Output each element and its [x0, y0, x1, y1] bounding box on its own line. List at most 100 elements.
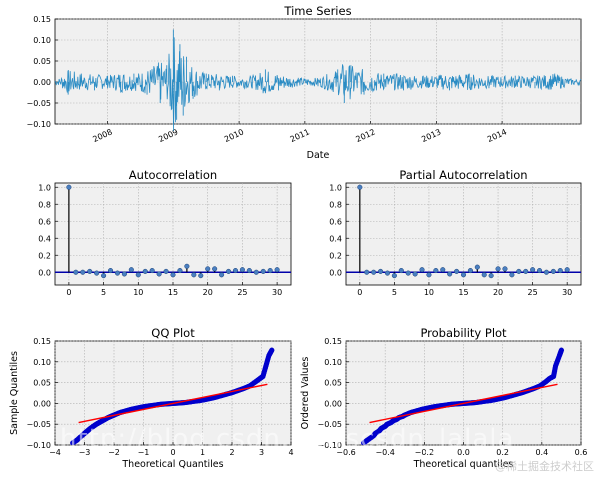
probability-plot-y-tick-label: −0.05: [317, 420, 342, 429]
autocorrelation-stem-marker: [121, 271, 127, 277]
probability-plot-x-tick-label: −0.4: [375, 448, 394, 457]
autocorrelation-stem-marker: [184, 263, 190, 269]
autocorrelation-stem-marker: [219, 272, 225, 278]
autocorrelation-title: Autocorrelation: [129, 168, 217, 182]
time-series-x-tick-label: 2010: [223, 127, 245, 144]
autocorrelation-stem-marker: [205, 266, 211, 272]
autocorrelation-x-tick-label: 0: [66, 288, 71, 297]
probability-plot-point: [558, 347, 565, 353]
qq-plot-x-tick-label: −4: [49, 448, 61, 457]
partial-autocorrelation-stem-marker: [391, 273, 397, 279]
qq-plot-x-tick-label: −3: [79, 448, 91, 457]
autocorrelation-stem-marker: [253, 269, 259, 275]
autocorrelation-stem-marker: [128, 267, 134, 273]
autocorrelation-stem-marker: [163, 268, 169, 274]
partial-autocorrelation-x-tick-label: 0: [357, 288, 362, 297]
probability-plot-title: Probability Plot: [420, 326, 507, 340]
partial-autocorrelation-stem-marker: [509, 272, 515, 278]
partial-autocorrelation-stem-marker: [426, 272, 432, 278]
autocorrelation-y-tick-label: 0.4: [38, 234, 51, 243]
qq-plot-x-tick-label: −2: [108, 448, 120, 457]
qq-plot-x-tick-label: 0: [170, 448, 175, 457]
autocorrelation-stem-marker: [177, 268, 183, 274]
qq-plot-point: [269, 347, 275, 353]
partial-autocorrelation-stem-marker: [543, 269, 549, 275]
probability-plot-y-tick-label: 0.05: [324, 379, 342, 388]
time-series-x-tick-label: 2014: [486, 127, 508, 144]
autocorrelation-stem-marker: [107, 268, 114, 274]
time-series-x-tick-label: 2013: [420, 127, 442, 144]
time-series-y-tick-label: 0.15: [33, 15, 51, 24]
partial-autocorrelation-stem-marker: [474, 264, 480, 270]
partial-autocorrelation-stem-marker: [412, 271, 418, 277]
partial-autocorrelation-stem-marker: [488, 273, 494, 279]
probability-plot-x-tick-label: −0.2: [415, 448, 434, 457]
autocorrelation-stem-marker: [260, 268, 266, 274]
time-series-x-tick-label: 2009: [157, 127, 179, 144]
autocorrelation-stem-marker: [142, 268, 148, 274]
qq-plot-points: [70, 347, 275, 445]
partial-autocorrelation-stem-marker: [516, 268, 522, 274]
partial-autocorrelation-stem-marker: [405, 270, 411, 276]
probability-plot-x-tick-label: −0.6: [336, 448, 355, 457]
partial-autocorrelation-stem-marker: [460, 272, 467, 278]
partial-autocorrelation-y-tick-label: 0.4: [329, 234, 342, 243]
autocorrelation-y-tick-label: 0.6: [38, 217, 51, 226]
partial-autocorrelation-y-tick-label: 0.6: [329, 217, 342, 226]
partial-autocorrelation-stem-marker: [357, 184, 363, 190]
time-series-y-tick-label: −0.05: [26, 99, 51, 108]
partial-autocorrelation-x-tick-label: 15: [458, 288, 468, 297]
qq-plot-y-tick-label: 0.15: [33, 337, 51, 346]
partial-autocorrelation-x-tick-label: 30: [562, 288, 572, 297]
time-series-y-tick-label: −0.10: [26, 120, 51, 129]
autocorrelation-stem-marker: [191, 272, 197, 278]
qq-plot-y-label: Sample Quantiles: [9, 351, 20, 435]
qq-plot-x-tick-label: 1: [200, 448, 205, 457]
time-series-y-tick-label: 0.10: [33, 36, 51, 45]
autocorrelation-stem-marker: [212, 266, 218, 272]
partial-autocorrelation-stem-marker: [550, 268, 556, 274]
qq-plot-x-tick-label: 2: [229, 448, 234, 457]
partial-autocorrelation-title: Partial Autocorrelation: [399, 168, 527, 182]
probability-plot-y-label: Ordered Values: [300, 357, 311, 430]
partial-autocorrelation-stem-marker: [530, 267, 536, 273]
autocorrelation-stem-marker: [156, 271, 162, 277]
autocorrelation-stem-marker: [101, 273, 107, 279]
partial-autocorrelation-stem-marker: [467, 268, 473, 274]
qq-plot-title: QQ Plot: [151, 326, 195, 340]
probability-plot-y-tick-label: 0.15: [324, 337, 342, 346]
probability-plot-x-tick-label: 0.2: [496, 448, 509, 457]
partial-autocorrelation-stem-marker: [433, 268, 439, 274]
qq-plot-x-label: Theoretical Quantiles: [121, 459, 223, 470]
autocorrelation-stem-marker: [232, 268, 239, 274]
autocorrelation-stem-marker: [274, 267, 280, 273]
time-series-y-tick-label: 0.05: [33, 57, 51, 66]
partial-autocorrelation-stem-marker: [440, 267, 446, 273]
qq-plot-x-tick-label: −1: [138, 448, 150, 457]
time-series-x-tick-label: 2008: [91, 127, 113, 144]
time-series-title: Time Series: [283, 4, 351, 18]
partial-autocorrelation-x-tick-label: 20: [493, 288, 503, 297]
qq-plot-y-tick-label: 0.10: [33, 358, 51, 367]
probability-plot-x-tick-label: 0.0: [457, 448, 470, 457]
time-series-x-tick-label: 2011: [289, 127, 311, 144]
qq-plot-y-tick-label: 0.00: [33, 399, 51, 408]
watermark-url: http://blog.csdn.net/scsdn_lalala: [60, 424, 515, 454]
qq-plot-x-tick-label: 3: [259, 448, 264, 457]
autocorrelation-y-tick-label: 0.2: [38, 251, 51, 260]
probability-plot-fit-line: [369, 383, 558, 424]
partial-autocorrelation-stem-marker: [398, 268, 404, 274]
autocorrelation-x-tick-label: 15: [168, 288, 178, 297]
partial-autocorrelation-stem-marker: [536, 268, 543, 274]
partial-autocorrelation-y-tick-label: 0.2: [329, 251, 342, 260]
autocorrelation-x-tick-label: 10: [133, 288, 143, 297]
autocorrelation-stem-marker: [94, 270, 100, 276]
time-series-x-label: Date: [307, 150, 330, 161]
partial-autocorrelation-stem-marker: [371, 269, 377, 275]
qq-plot-y-tick-label: 0.05: [33, 379, 51, 388]
autocorrelation-stem-marker: [87, 268, 93, 274]
partial-autocorrelation-y-tick-label: 1.0: [329, 183, 342, 192]
time-series-y-tick-label: 0.00: [33, 78, 51, 87]
autocorrelation-stem-marker: [170, 272, 176, 278]
